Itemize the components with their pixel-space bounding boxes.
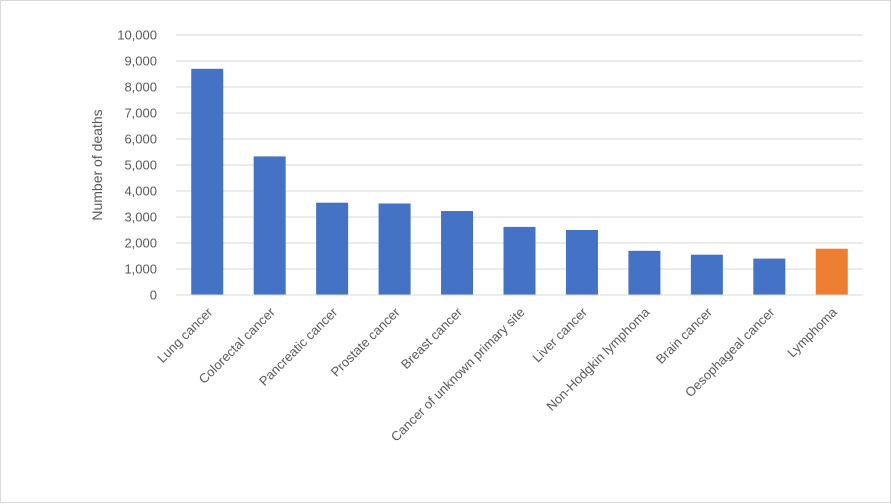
bars — [191, 68, 848, 295]
bar-non-hodgkin-lymphoma — [628, 250, 661, 295]
y-axis-tick-labels: 0 1,000 2,000 3,000 4,000 5,000 6,000 7,000 8,00… — [117, 28, 157, 303]
y-tick-label: 10,000 — [117, 28, 157, 43]
x-tick-label: Lymphoma — [784, 304, 840, 360]
y-axis-title: Number of deaths — [89, 109, 105, 220]
bar-brain-cancer — [690, 254, 723, 295]
y-tick-label: 1,000 — [124, 262, 157, 277]
y-tick-label: 7,000 — [124, 106, 157, 121]
bar-pancreatic-cancer — [316, 202, 349, 295]
bar-prostate-cancer — [378, 203, 411, 295]
x-tick-label: Brain cancer — [653, 304, 716, 367]
x-tick-label: Liver cancer — [529, 304, 590, 365]
bar-breast-cancer — [441, 211, 474, 295]
y-tick-label: 9,000 — [124, 54, 157, 69]
y-tick-label: 0 — [150, 288, 157, 303]
y-tick-label: 3,000 — [124, 210, 157, 225]
bar-colorectal-cancer — [253, 156, 286, 295]
y-tick-label: 2,000 — [124, 236, 157, 251]
y-tick-label: 8,000 — [124, 80, 157, 95]
x-tick-label: Breast cancer — [398, 304, 466, 372]
y-tick-label: 4,000 — [124, 184, 157, 199]
y-tick-label: 5,000 — [124, 158, 157, 173]
bar-lymphoma — [815, 248, 848, 295]
y-tick-label: 6,000 — [124, 132, 157, 147]
bar-liver-cancer — [565, 230, 598, 295]
gridlines — [176, 34, 863, 270]
bar-cancer-of-unknown-primary-site — [503, 226, 536, 295]
x-tick-label: Cancer of unknown primary site — [388, 305, 528, 445]
x-tick-label: Lung cancer — [154, 304, 216, 366]
bar-lung-cancer — [191, 68, 224, 295]
x-tick-label: Non-Hodgkin lymphoma — [543, 304, 653, 414]
bar-oesophageal-cancer — [753, 258, 786, 295]
